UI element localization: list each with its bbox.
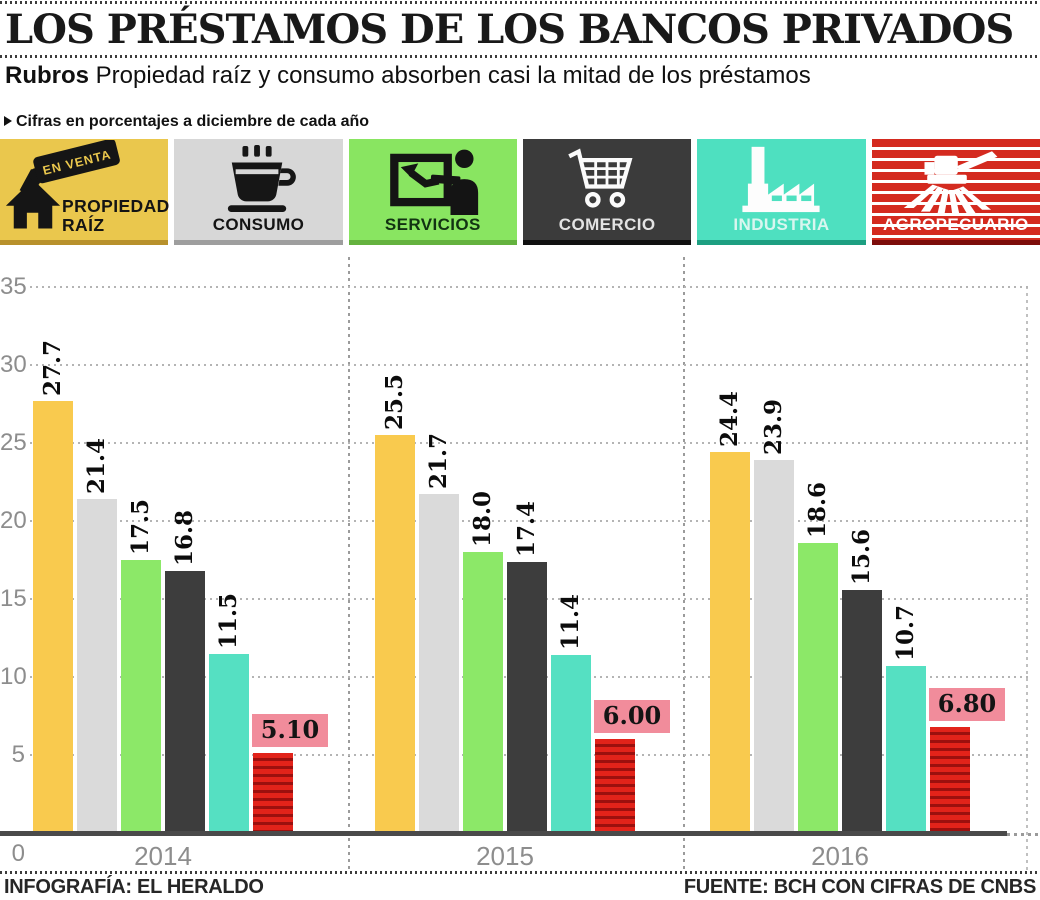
legend-item-consumo: CONSUMO [174,139,343,245]
legend-label: COMERCIO [558,215,656,234]
legend-label: PROPIEDAD RAÍZ [62,196,170,235]
bar-servicios-2015 [463,552,503,833]
value-label-propiedad-raiz-2014: 27.7 [39,339,66,396]
value-label-comercio-2015: 17.4 [513,500,540,557]
year-label-2015: 2015 [476,841,534,871]
year-label-2014: 2014 [134,841,192,871]
bar-propiedad-raiz-2015 [375,435,415,833]
legend-item-propiedad-raiz: EN VENTA PROPIEDAD RAÍZ [0,138,170,245]
y-tick-20: 20 [0,507,27,534]
footer-dotted-rule [0,871,1040,874]
value-label-comercio-2016: 15.6 [848,528,875,585]
bar-comercio-2015 [507,562,547,833]
legend-item-comercio: COMERCIO [522,139,692,245]
bar-propiedad-raiz-2014 [33,401,73,833]
bar-industria-2016 [886,666,926,833]
value-label-consumo-2016: 23.9 [760,398,787,455]
page-title: LOS PRÉSTAMOS DE LOS BANCOS PRIVADOS [5,6,1014,53]
subtitle-text: Propiedad raíz y consumo absorben casi l… [89,62,811,89]
value-label-propiedad-raiz-2015: 25.5 [381,373,408,430]
legend-label-line2: RAÍZ [62,214,105,235]
value-label-agropecuario-2014: 5.10 [252,714,328,747]
chart-note-text: Cifras en porcentajes a diciembre de cad… [16,113,370,130]
y-tick-0: 0 [11,840,25,867]
legend-label: INDUSTRIA [733,215,830,234]
gridline-25 [30,442,1030,444]
legend-item-servicios: SERVICIOS [348,139,517,245]
bar-comercio-2016 [842,590,882,833]
chart-right-border [1026,286,1028,871]
x-axis-line [0,831,1007,836]
bar-industria-2014 [209,654,249,833]
value-label-agropecuario-2015: 6.00 [594,700,670,733]
chart-note: Cifras en porcentajes a diciembre de cad… [4,113,369,131]
subtitle-keyword: Rubros [5,62,89,89]
value-label-comercio-2014: 16.8 [171,509,198,566]
value-label-servicios-2015: 18.0 [469,490,496,547]
gridline-20 [30,520,1030,522]
bar-servicios-2016 [798,543,838,833]
legend-label: CONSUMO [212,215,305,234]
value-label-industria-2016: 10.7 [892,604,919,661]
bar-agropecuario-2014 [253,753,293,833]
for-sale-sign-icon: EN VENTA [10,138,135,205]
legend-item-agropecuario: AGROPECUARIO [871,139,1040,245]
bar-consumo-2014 [77,499,117,833]
legend: EN VENTA PROPIEDAD RAÍZ [0,138,1040,245]
value-label-industria-2014: 11.5 [215,592,242,649]
top-dotted-rule [0,1,1040,4]
shopping-cart-icon [523,145,691,213]
title-dotted-rule [0,55,1040,58]
bullet-triangle-icon [4,116,12,126]
bar-servicios-2014 [121,560,161,833]
factory-icon [697,145,865,213]
y-tick-15: 15 [0,585,27,612]
y-tick-10: 10 [0,663,27,690]
credit-infografia: INFOGRAFÍA: EL HERALDO [4,876,264,898]
bar-consumo-2015 [419,494,459,833]
gridline-30 [30,364,1030,366]
services-person-board-icon [349,145,517,215]
value-label-agropecuario-2016: 6.80 [929,688,1005,721]
combine-harvester-icon [872,145,1040,217]
y-tick-5: 5 [11,741,25,768]
value-label-consumo-2014: 21.4 [83,437,110,494]
subtitle: Rubros Propiedad raíz y consumo absorben… [5,62,811,90]
coffee-cup-icon [174,145,342,213]
year-label-2016: 2016 [811,841,869,871]
legend-label: SERVICIOS [384,215,481,234]
house-icon [5,177,61,236]
bar-agropecuario-2016 [930,727,970,833]
group-separator-1 [348,257,350,871]
gridline-35 [30,286,1030,288]
value-label-consumo-2015: 21.7 [425,432,452,489]
legend-label: AGROPECUARIO [883,215,1029,234]
bar-consumo-2016 [754,460,794,833]
y-tick-35: 35 [0,273,27,300]
bar-agropecuario-2015 [595,739,635,833]
y-tick-30: 30 [0,351,27,378]
plot-area: 27.7 21.4 17.5 16.8 11.5 5.10 25.5 21.7 18.0 17.4… [30,286,1030,833]
x-axis-dotted-tail [1007,833,1040,836]
legend-label-line1: PROPIEDAD [62,196,170,217]
value-label-industria-2015: 11.4 [557,593,584,650]
group-separator-2 [683,257,685,871]
value-label-servicios-2014: 17.5 [127,498,154,555]
y-tick-25: 25 [0,429,27,456]
credit-fuente: FUENTE: BCH CON CIFRAS DE CNBS [683,876,1036,898]
bar-industria-2015 [551,655,591,833]
legend-item-industria: INDUSTRIA [697,139,866,245]
value-label-propiedad-raiz-2016: 24.4 [716,390,743,447]
bar-comercio-2014 [165,571,205,833]
value-label-servicios-2016: 18.6 [804,481,831,538]
bar-propiedad-raiz-2016 [710,452,750,833]
